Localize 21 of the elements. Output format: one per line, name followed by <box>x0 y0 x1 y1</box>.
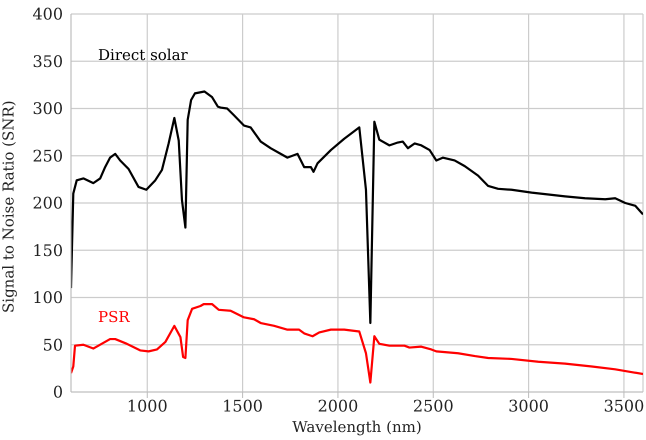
y-tick-label: 300 <box>32 99 63 118</box>
x-tick-label: 3500 <box>604 396 644 416</box>
y-tick-label: 0 <box>52 382 63 402</box>
y-tick-label: 50 <box>42 335 63 354</box>
y-tick-label: 350 <box>32 52 63 71</box>
y-tick-label: 400 <box>32 4 63 24</box>
x-axis-title: Wavelength (nm) <box>292 418 422 436</box>
x-tick-label: 2000 <box>318 396 358 416</box>
x-tick-label: 2500 <box>412 396 454 416</box>
text: Direct solar <box>98 46 189 64</box>
line-series <box>71 90 643 324</box>
x-tick-label: 1000 <box>126 396 168 416</box>
x-tick-label: 1500 <box>222 396 263 416</box>
y-tick-label: 100 <box>32 288 63 308</box>
y-tick-label: 250 <box>32 146 63 166</box>
x-tick-label: 3000 <box>508 396 549 416</box>
y-tick-label: 150 <box>32 240 63 260</box>
y-tick-label: 200 <box>32 194 63 213</box>
y-axis-title: Signal to Noise Ratio (SNR) <box>0 100 18 313</box>
line-series <box>71 303 643 384</box>
series-label: PSR <box>98 308 130 326</box>
